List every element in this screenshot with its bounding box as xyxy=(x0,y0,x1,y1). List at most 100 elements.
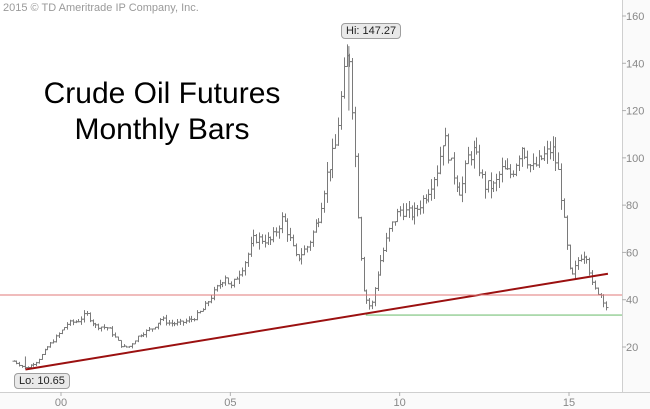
ohlc-bar xyxy=(299,248,304,265)
ohlc-bar xyxy=(480,169,485,179)
ohlc-bar xyxy=(209,294,214,304)
ohlc-bar xyxy=(559,163,564,210)
ohlc-bar xyxy=(390,221,395,232)
ohlc-bar xyxy=(257,232,262,250)
ohlc-bar xyxy=(271,227,276,243)
ohlc-bar xyxy=(463,160,468,194)
ohlc-bar xyxy=(136,335,141,343)
ohlc-bar xyxy=(161,316,166,322)
x-tick-label: 10 xyxy=(394,397,406,409)
ohlc-bar xyxy=(342,57,347,99)
ohlc-bar xyxy=(410,205,415,221)
ohlc-bar xyxy=(457,182,462,196)
ohlc-bar xyxy=(277,225,282,239)
ohlc-bar xyxy=(576,257,581,270)
ohlc-bar xyxy=(582,251,587,264)
ohlc-bar xyxy=(441,145,446,166)
ohlc-bar xyxy=(378,255,383,276)
x-tick-label: 00 xyxy=(55,397,67,409)
ohlc-bar xyxy=(96,323,101,331)
y-tick-label: 120 xyxy=(626,106,644,118)
ohlc-bar xyxy=(181,320,186,326)
copyright-text: 2015 © TD Ameritrade IP Company, Inc. xyxy=(3,2,199,14)
ohlc-bar xyxy=(424,194,429,204)
ohlc-bar xyxy=(232,278,237,288)
ohlc-bar xyxy=(102,324,107,330)
ohlc-bar xyxy=(285,218,290,242)
ohlc-bar xyxy=(531,153,536,170)
ohlc-bar xyxy=(240,267,245,277)
ohlc-bar xyxy=(350,58,355,120)
y-tick-label: 20 xyxy=(626,342,638,354)
low-callout: Lo: 10.65 xyxy=(14,373,70,389)
ohlc-bar xyxy=(339,91,344,130)
ohlc-bar xyxy=(319,202,324,224)
ohlc-bar xyxy=(246,252,251,267)
y-tick-label: 60 xyxy=(626,247,638,259)
ohlc-bar xyxy=(364,289,369,304)
ohlc-bar xyxy=(548,141,553,160)
ohlc-bar xyxy=(91,319,96,327)
ohlc-bar xyxy=(330,138,335,179)
ohlc-bar xyxy=(333,134,338,149)
ohlc-bar xyxy=(438,146,443,175)
ohlc-bar xyxy=(477,144,482,177)
ohlc-bar xyxy=(604,301,609,311)
y-tick-label: 80 xyxy=(626,200,638,212)
ohlc-bar xyxy=(353,106,358,168)
ohlc-bar xyxy=(347,53,352,67)
ohlc-bar xyxy=(517,155,522,172)
high-callout: Hi: 147.27 xyxy=(341,23,402,39)
ohlc-bar xyxy=(511,170,516,178)
ohlc-bar xyxy=(376,271,381,291)
ohlc-bar xyxy=(367,298,372,310)
y-tick-label: 40 xyxy=(626,295,638,307)
ohlc-bar xyxy=(268,236,273,245)
ohlc-bar xyxy=(562,198,567,218)
ohlc-bar xyxy=(497,171,502,189)
ohlc-bar xyxy=(443,127,448,147)
ohlc-bar xyxy=(302,245,307,256)
ohlc-bar xyxy=(243,261,248,276)
ohlc-bar xyxy=(573,260,578,279)
ohlc-bar xyxy=(237,270,242,284)
x-tick-label: 05 xyxy=(224,397,236,409)
ohlc-bar xyxy=(82,310,87,323)
ohlc-bar xyxy=(336,117,341,146)
ohlc-bar xyxy=(601,294,606,308)
ohlc-bar xyxy=(412,202,417,225)
chart-title-line-2: Monthly Bars xyxy=(74,113,250,146)
ohlc-bar xyxy=(469,151,474,166)
ohlc-bar xyxy=(565,215,570,250)
ohlc-bar xyxy=(503,160,508,170)
ohlc-bar xyxy=(489,172,494,199)
ohlc-bar xyxy=(452,152,457,185)
ohlc-bar xyxy=(178,318,183,325)
ohlc-bar xyxy=(460,176,465,203)
ohlc-bar xyxy=(472,140,477,169)
ohlc-bar xyxy=(195,310,200,321)
ohlc-bar xyxy=(508,164,513,179)
ohlc-bar xyxy=(387,227,392,242)
ohlc-bar xyxy=(401,203,406,221)
ohlc-bar xyxy=(520,147,525,167)
ohlc-bar xyxy=(553,137,558,171)
ohlc-bar xyxy=(212,286,217,301)
ohlc-bar xyxy=(325,162,330,203)
chart-title: Crude Oil Futures Monthly Bars xyxy=(22,76,302,148)
ohlc-bar xyxy=(291,234,296,247)
y-tick-label: 160 xyxy=(626,11,644,23)
uptrend-line xyxy=(25,272,609,371)
ohlc-bar xyxy=(545,140,550,164)
ohlc-bar xyxy=(432,177,437,200)
ohlc-bar xyxy=(311,230,316,247)
ohlc-bar xyxy=(415,204,420,217)
ohlc-bar xyxy=(283,213,288,222)
ohlc-bar xyxy=(483,171,488,199)
ohlc-bar xyxy=(203,300,208,311)
ohlc-bar xyxy=(266,232,271,245)
ohlc-bar xyxy=(280,212,285,234)
ohlc-bar xyxy=(373,287,378,307)
